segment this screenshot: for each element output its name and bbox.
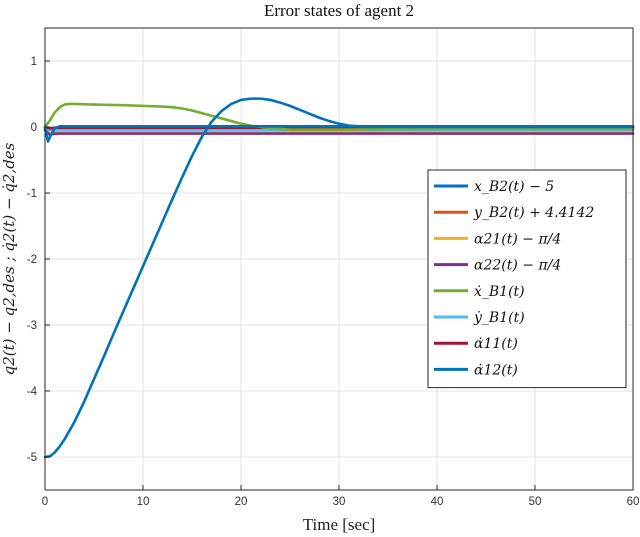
y-tick-label: -1 [27, 188, 37, 200]
x-tick-label: 60 [627, 496, 640, 508]
series-line-0 [43, 97, 635, 459]
y-tick-label: -5 [27, 452, 37, 464]
x-tick-label: 20 [235, 496, 248, 508]
legend-label: α22(t) − π/4 [474, 258, 561, 274]
series-line-7 [43, 125, 635, 143]
x-axis-ticks: 0 10 20 30 40 50 60 [42, 485, 640, 508]
y-axis-ticks: 1 0 -1 -2 -3 -4 -5 [27, 56, 50, 464]
legend-label: y_B2(t) + 4.4142 [473, 205, 594, 221]
chart-title: Error states of agent 2 [264, 1, 414, 20]
y-tick-label: 0 [31, 122, 37, 134]
legend-label: x_B2(t) − 5 [474, 179, 554, 195]
legend-label: α̇12(t) [474, 362, 518, 378]
x-tick-label: 40 [431, 496, 444, 508]
x-tick-label: 50 [529, 496, 542, 508]
y-tick-label: -4 [27, 386, 38, 398]
legend-label: ẋ_B1(t) [474, 284, 525, 300]
series-line-3 [43, 129, 635, 137]
x-axis-label: Time [sec] [303, 515, 376, 534]
series-line-4 [43, 102, 635, 131]
series-group [43, 97, 635, 459]
y-axis-label: q2(t) − q2,des ; q̇2(t) − q̇2,des [0, 142, 18, 375]
legend-label: α21(t) − π/4 [474, 231, 561, 247]
x-tick-label: 0 [42, 496, 48, 508]
series-line-6 [43, 125, 635, 130]
x-tick-label: 30 [333, 496, 346, 508]
legend: x_B2(t) − 5 y_B2(t) + 4.4142 α21(t) − π/4 α… [427, 169, 627, 389]
y-tick-label: -2 [27, 254, 37, 266]
x-tick-label: 10 [137, 496, 150, 508]
y-tick-label: -3 [27, 320, 37, 332]
legend-box [427, 169, 627, 389]
y-tick-label: 1 [31, 56, 37, 68]
legend-label: α̇11(t) [474, 336, 518, 352]
legend-label: ẏ_B1(t) [473, 310, 525, 326]
